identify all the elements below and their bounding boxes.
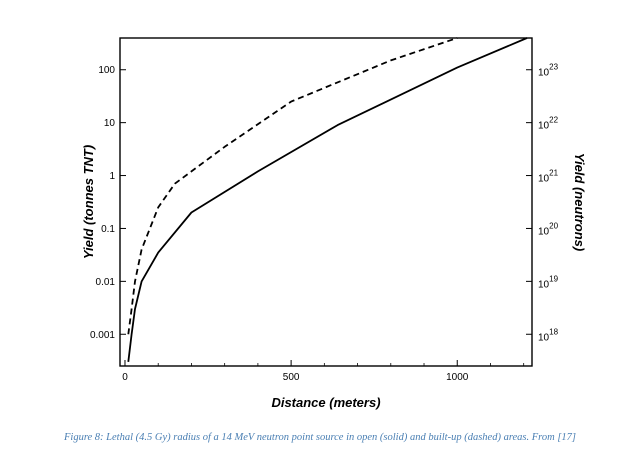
y-axis-title: Yield (tonnes TNT) [81, 145, 96, 259]
y-tick-label: 0.001 [90, 330, 115, 341]
x-tick-label: 500 [283, 372, 300, 383]
series-line-solid [127, 37, 528, 363]
y2-tick-label: 1020 [538, 221, 559, 237]
y-tick-label: 10 [104, 118, 116, 129]
y-tick-label: 100 [98, 65, 115, 76]
y2-tick-exponent: 20 [549, 221, 558, 230]
series-line-dashed [127, 37, 458, 335]
plot-frame [119, 37, 533, 367]
y2-tick-label: 1023 [538, 63, 559, 79]
y-tick-label: 0.1 [101, 224, 115, 235]
y2-tick-exponent: 19 [549, 274, 558, 283]
y2-tick-exponent: 21 [549, 169, 558, 178]
y-tick-label: 0.01 [96, 277, 116, 288]
x-tick-label: 0 [122, 372, 128, 383]
y2-tick-label: 1018 [538, 327, 559, 343]
y2-axis-title: Yield (neutrons) [572, 153, 587, 251]
y2-tick-label: 1019 [538, 274, 559, 290]
y-axis-ticks: 0.001 0.01 0.1 1 10 100 [90, 65, 126, 341]
y2-tick-exponent: 22 [549, 116, 558, 125]
series-layer [127, 37, 528, 363]
y2-axis-ticks: 1018 1019 1020 1021 1022 1023 [526, 63, 559, 343]
y-tick-label: 1 [109, 171, 115, 182]
y2-tick-exponent: 18 [549, 327, 558, 336]
y2-tick-label: 1021 [538, 169, 559, 185]
y2-tick-exponent: 23 [549, 63, 558, 72]
x-tick-label: 1000 [446, 372, 469, 383]
figure-caption: Figure 8: Lethal (4.5 Gy) radius of a 14… [63, 432, 577, 443]
x-axis-ticks: 0 500 1000 [122, 360, 525, 383]
y2-tick-label: 1022 [538, 116, 559, 132]
x-axis-title: Distance (meters) [271, 395, 380, 410]
